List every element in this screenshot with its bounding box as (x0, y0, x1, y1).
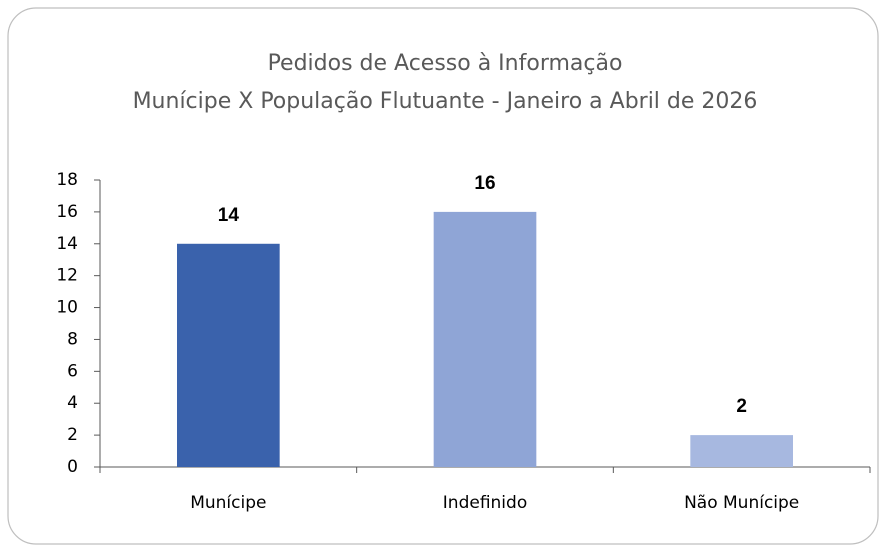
y-tick-label: 2 (67, 425, 78, 445)
y-tick-label: 10 (56, 298, 78, 318)
x-tick-label: Indefinido (443, 493, 527, 513)
value-label: 14 (218, 205, 240, 226)
y-tick-label: 4 (67, 393, 78, 413)
y-tick-label: 12 (56, 266, 78, 286)
chart-subtitle: Munícipe X População Flutuante - Janeiro… (133, 89, 758, 114)
bar (690, 435, 793, 467)
y-tick-label: 8 (67, 329, 78, 349)
bar (433, 211, 537, 467)
x-tick-label: Não Munícipe (684, 493, 799, 513)
y-tick-label: 18 (56, 170, 78, 190)
y-tick-label: 0 (67, 457, 78, 477)
x-tick-label: Munícipe (190, 493, 266, 513)
bar (177, 243, 280, 467)
value-label: 16 (474, 173, 495, 194)
value-label: 2 (736, 396, 747, 417)
chart-title: Pedidos de Acesso à Informação (268, 51, 623, 76)
y-tick-label: 16 (56, 202, 78, 222)
y-tick-label: 14 (56, 234, 78, 254)
y-tick-label: 6 (67, 361, 78, 381)
